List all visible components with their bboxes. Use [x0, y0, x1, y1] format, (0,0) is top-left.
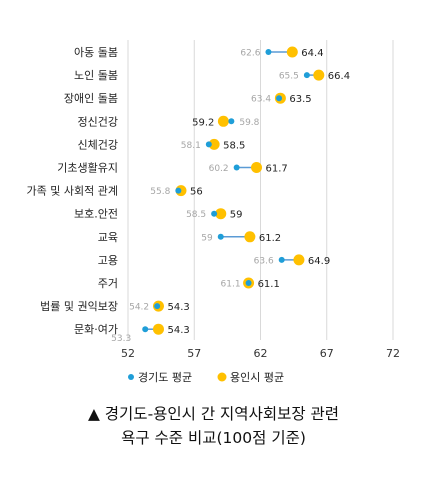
caption-line-2: 욕구 수준 비교(100점 기준) [121, 429, 306, 447]
point-b-5 [251, 162, 263, 173]
point-a-9 [278, 256, 285, 263]
point-b-4 [208, 138, 220, 150]
category-label-2: 장애인 돌봄 [64, 92, 118, 105]
data-points [142, 46, 325, 335]
value-label-a-12: 53.3 [111, 334, 131, 344]
category-label-8: 교육 [98, 231, 118, 244]
point-a-6 [175, 187, 182, 194]
legend-label-a: 경기도 평균 [138, 371, 192, 384]
category-label-12: 문화·여가 [74, 323, 118, 336]
point-a-3 [228, 118, 235, 125]
value-label-b-5: 61.7 [266, 164, 288, 175]
value-label-a-7: 58.5 [186, 210, 206, 220]
legend: 경기도 평균 용인시 평균 [128, 371, 284, 384]
x-tick-label-3: 67 [320, 347, 334, 360]
value-label-a-10: 61.1 [221, 280, 241, 290]
category-label-10: 주거 [98, 277, 118, 290]
point-b-9 [293, 254, 305, 266]
point-b-7 [215, 208, 227, 220]
value-label-a-4: 58.1 [181, 141, 201, 151]
value-label-a-11: 54.2 [129, 303, 149, 313]
value-label-b-0: 64.4 [301, 48, 323, 59]
x-tick-label-0: 52 [121, 347, 135, 360]
category-label-7: 보호.안전 [74, 208, 118, 221]
value-label-b-9: 64.9 [308, 256, 330, 267]
data-labels: 62.6 64.4 65.5 66.4 63.4 63.5 59.8 59.2 58.1 58.5… [111, 48, 350, 344]
value-label-b-12: 54.3 [167, 325, 189, 336]
point-a-1 [303, 72, 310, 79]
value-label-a-0: 62.6 [240, 49, 260, 59]
category-label-11: 법률 및 권익보장 [40, 300, 118, 313]
value-label-b-8: 61.2 [259, 233, 281, 244]
point-a-12 [142, 326, 149, 333]
value-label-a-1: 65.5 [279, 72, 299, 82]
point-a-8 [217, 233, 224, 240]
value-label-a-3: 59.8 [239, 118, 259, 128]
point-a-7 [211, 210, 218, 217]
caption-line-1: ▲ 경기도-용인시 간 지역사회보장 관련 [87, 405, 340, 423]
category-label-3: 정신건강 [78, 115, 118, 128]
category-label-4: 신체건강 [78, 138, 118, 151]
point-a-2 [276, 95, 283, 102]
category-label-5: 기초생활유지 [57, 161, 118, 175]
dumbbell-chart: 62.6 64.4 65.5 66.4 63.4 63.5 59.8 59.2 58.1 58.5… [27, 40, 400, 384]
value-label-b-11: 54.3 [167, 302, 189, 313]
legend-marker-a [128, 374, 134, 380]
value-label-a-2: 63.4 [251, 95, 271, 105]
point-b-8 [244, 231, 256, 243]
point-a-5 [233, 164, 240, 171]
point-b-12 [152, 323, 164, 335]
category-label-9: 고용 [98, 254, 118, 267]
value-label-b-3: 59.2 [192, 117, 214, 128]
point-b-3 [217, 115, 229, 127]
x-tick-label-1: 57 [187, 347, 201, 360]
point-a-10 [245, 280, 252, 286]
value-label-b-10: 61.1 [258, 279, 280, 290]
value-label-b-6: 56 [190, 187, 203, 198]
x-tick-labels: 52 57 62 67 72 [121, 347, 400, 360]
point-b-1 [313, 69, 325, 81]
value-label-b-4: 58.5 [223, 140, 245, 151]
point-a-4 [205, 141, 212, 148]
x-tick-label-2: 62 [254, 347, 268, 360]
legend-label-b: 용인시 평균 [230, 371, 284, 384]
value-label-b-2: 63.5 [289, 94, 311, 105]
value-label-b-1: 66.4 [328, 71, 350, 82]
value-label-a-5: 60.2 [209, 164, 229, 174]
value-label-a-9: 63.6 [254, 256, 274, 266]
value-label-a-8: 59 [201, 233, 213, 243]
legend-marker-b [217, 372, 227, 382]
x-tick-label-4: 72 [386, 347, 400, 360]
category-label-6: 가족 및 사회적 관계 [27, 185, 118, 198]
category-label-0: 아동 돌봄 [74, 46, 118, 59]
point-a-11 [154, 303, 161, 310]
point-b-0 [286, 46, 298, 58]
figure-caption: ▲ 경기도-용인시 간 지역사회보장 관련 욕구 수준 비교(100점 기준) [0, 402, 427, 450]
grid-lines [127, 40, 394, 340]
point-a-0 [265, 49, 272, 55]
category-label-1: 노인 돌봄 [74, 69, 118, 82]
value-label-a-6: 55.8 [150, 187, 170, 197]
value-label-b-7: 59 [230, 210, 243, 221]
